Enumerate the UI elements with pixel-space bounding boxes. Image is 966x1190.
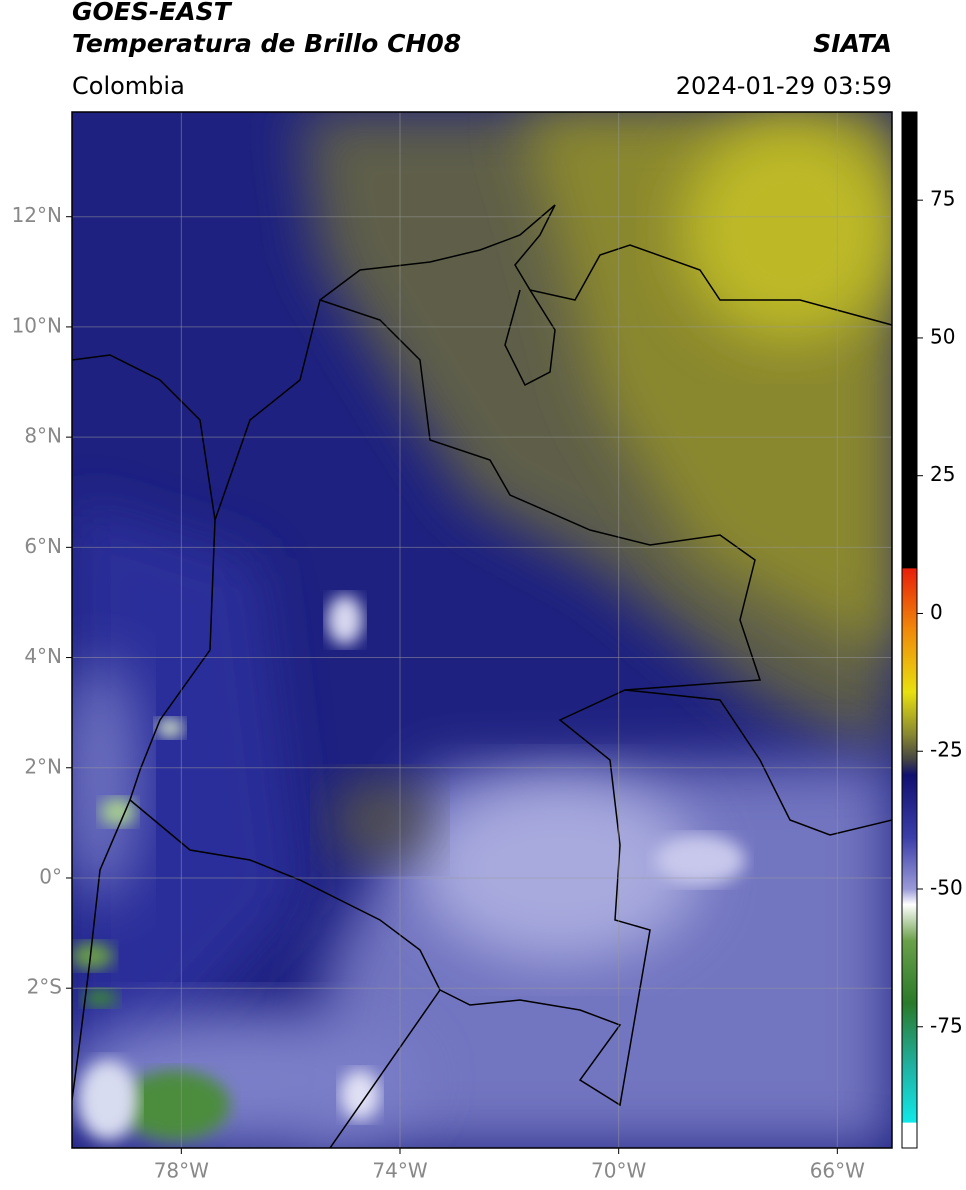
lon-tick-label: 66°W <box>810 1159 865 1183</box>
region: Colombia <box>72 72 185 100</box>
lon-tick-label: 78°W <box>154 1159 209 1183</box>
map-frame <box>71 111 893 1149</box>
colorbar-tick-label: -25 <box>930 738 963 762</box>
colorbar-tick-label: 50 <box>930 324 955 348</box>
colorbar-tick-label: 75 <box>930 187 955 211</box>
lon-tick-label: 70°W <box>591 1159 646 1183</box>
datetime: 2024-01-29 03:59 <box>676 72 892 100</box>
title: GOES-EAST <box>72 0 233 26</box>
subtitle: Temperatura de Brillo CH08 <box>72 29 461 58</box>
colorbar-tick-label: -50 <box>930 876 963 900</box>
colorbar <box>901 111 918 1149</box>
lat-tick-label: 0° <box>39 864 62 888</box>
lat-tick-label: 2°S <box>27 975 62 999</box>
lat-tick-label: 8°N <box>24 424 62 448</box>
satellite-image <box>72 112 892 1148</box>
colorbar-tick-label: 0 <box>930 600 943 624</box>
source: SIATA <box>813 29 892 58</box>
lat-tick-label: 4°N <box>24 644 62 668</box>
lat-tick-label: 6°N <box>24 534 62 558</box>
lon-tick-label: 74°W <box>372 1159 427 1183</box>
colorbar-tick-label: -75 <box>930 1013 963 1037</box>
lat-tick-label: 10°N <box>12 313 62 337</box>
colorbar-tick-label: 25 <box>930 462 955 486</box>
lat-tick-label: 12°N <box>12 203 62 227</box>
lat-tick-label: 2°N <box>24 754 62 778</box>
